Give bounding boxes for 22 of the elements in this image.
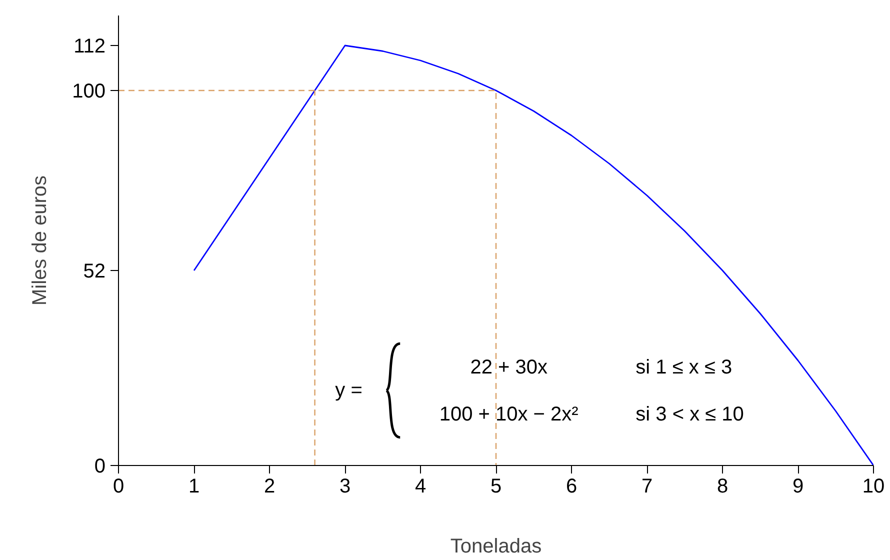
x-tick-label: 9	[792, 476, 804, 498]
x-tick-label: 7	[641, 476, 653, 498]
x-tick-label: 1	[188, 476, 200, 498]
y-tick-label: 52	[83, 260, 106, 282]
y-tick-label: 112	[74, 36, 106, 58]
y-tick-label: 0	[94, 456, 106, 478]
annotation: si 1 ≤ x ≤ 3	[636, 356, 732, 379]
annotation: y =	[335, 380, 362, 402]
x-tick-label: 5	[490, 476, 502, 498]
x-tick-label: 0	[112, 476, 124, 498]
x-tick-label: 10	[862, 476, 885, 498]
x-tick-label: 2	[264, 476, 276, 498]
x-tick-label: 6	[566, 476, 578, 498]
x-axis-title: Toneladas	[450, 536, 542, 558]
annotation: si 3 < x ≤ 10	[636, 404, 744, 426]
x-tick-label: 4	[414, 476, 426, 498]
x-tick-label: 3	[339, 476, 351, 498]
annotation: 22 + 30x	[470, 356, 548, 379]
y-tick-label: 100	[72, 80, 106, 102]
annotation: 100 + 10x − 2x²	[439, 404, 579, 426]
x-tick-label: 8	[716, 476, 728, 498]
y-axis-title: Miles de euros	[29, 175, 52, 306]
